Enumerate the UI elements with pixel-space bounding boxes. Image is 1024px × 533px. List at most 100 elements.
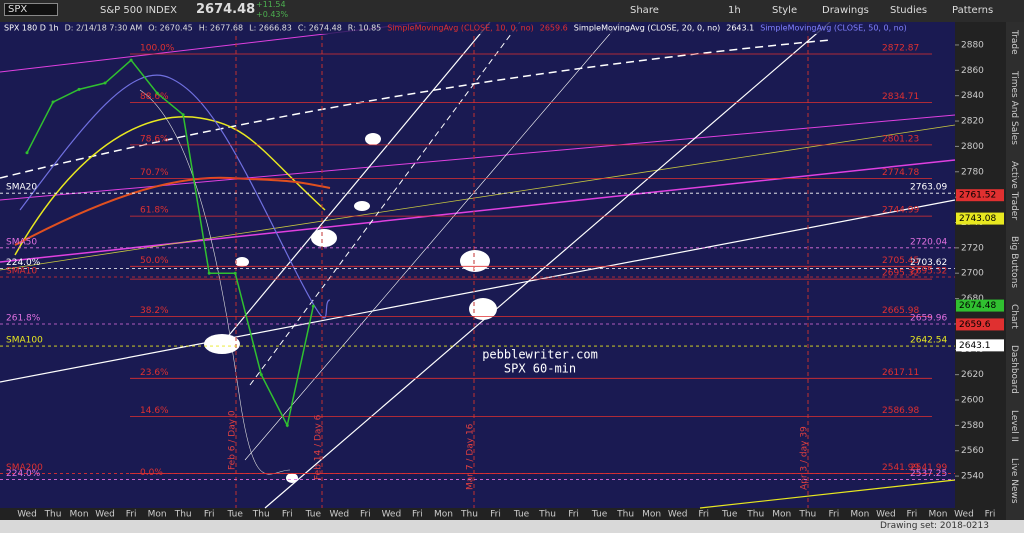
y-tick-label: 2580 <box>961 421 984 431</box>
watermark: SPX 60-min <box>504 362 576 376</box>
fib-name-label: 38.2% <box>140 306 169 316</box>
price-point <box>311 304 315 308</box>
trendline <box>244 22 621 461</box>
fib-value-label: 2586.98 <box>882 406 919 416</box>
y-tick-label: 2720 <box>961 243 984 253</box>
drawings-button[interactable]: Drawings <box>822 5 869 16</box>
time-annotation: Mar 7 / Day 16 <box>466 423 476 490</box>
fib-value-label: 2617.11 <box>882 368 919 378</box>
price-line <box>26 59 315 428</box>
x-tick-label: Fri <box>490 510 501 520</box>
trendlines <box>0 22 956 509</box>
x-tick-label: Fri <box>907 510 918 520</box>
trendline <box>0 159 956 263</box>
x-tick-label: Wed <box>330 510 350 520</box>
ma-value-label: 2537.25 <box>910 469 947 479</box>
ma-value-label: 2642.54 <box>910 336 947 346</box>
x-tick-label: Mon <box>70 510 89 520</box>
ma-name-label: SMA50 <box>6 237 37 247</box>
fib-value-label: 2774.78 <box>882 168 919 178</box>
y-tick-label: 2840 <box>961 91 984 101</box>
x-tick-label: Tue <box>227 510 244 520</box>
price-tag-label: 2659.6 <box>959 320 991 330</box>
marker <box>235 257 249 267</box>
legend-item: 2659.6 <box>540 24 568 33</box>
sidebar-tab[interactable]: Chart <box>1009 304 1019 329</box>
last-price: 2674.48 <box>196 2 256 17</box>
symbol-box[interactable]: SPX <box>4 3 59 16</box>
ma-name-label: SMA200 <box>6 463 43 473</box>
legend-item: H: 2677.68 <box>199 24 243 33</box>
x-tick-label: Thu <box>616 510 634 520</box>
trendline <box>224 22 491 341</box>
time-annotation: Feb 6 / Day 0 <box>228 410 238 470</box>
sidebar-tab[interactable]: Live News <box>1009 458 1019 504</box>
sma-curve <box>19 74 331 319</box>
time-axis-background <box>0 508 955 520</box>
y-tick-label: 2800 <box>961 142 984 152</box>
x-tick-label: Mon <box>772 510 791 520</box>
style-button[interactable]: Style <box>772 5 798 16</box>
legend-item: D: 2/14/18 7:30 AM <box>65 24 143 33</box>
sma-curve <box>14 116 326 256</box>
sidebar-tab[interactable]: Trade <box>1009 30 1019 55</box>
y-tick-label: 2560 <box>961 446 984 456</box>
price-point <box>77 87 81 91</box>
x-tick-label: Wed <box>95 510 115 520</box>
legend-item: SimpleMovingAvg (CLOSE, 20, 0, no) <box>574 24 721 33</box>
y-tick-label: 2700 <box>961 269 984 279</box>
ma-value-label: 2720.04 <box>910 237 947 247</box>
price-point <box>25 151 29 155</box>
ma-name-label: SMA10 <box>6 267 37 277</box>
trendline <box>699 479 956 509</box>
x-tick-label: Wed <box>668 510 688 520</box>
ma-name-label: 224.0% <box>6 258 41 268</box>
legend-background <box>0 22 955 34</box>
ma-value-label: 2695.32 <box>910 267 947 277</box>
price-point <box>155 91 159 95</box>
fib-name-label: 50.0% <box>140 256 169 266</box>
sidebar-tab[interactable]: Times And Sales <box>1009 71 1019 145</box>
share-button[interactable]: Share <box>630 5 659 16</box>
patterns-button[interactable]: Patterns <box>952 5 994 16</box>
x-tick-label: Thu <box>174 510 192 520</box>
legend-item: SimpleMovingAvg (CLOSE, 50, 0, no) <box>760 24 907 33</box>
x-tick-label: Wed <box>876 510 896 520</box>
fib-value-label: 2744.99 <box>882 206 919 216</box>
legend-item: C: 2674.48 <box>298 24 342 33</box>
fib-value-label: 2541.99 <box>882 463 919 473</box>
x-tick-label: Fri <box>828 510 839 520</box>
sidebar-tab[interactable]: Dashboard <box>1009 345 1019 394</box>
price-point <box>129 58 133 62</box>
legend: SPX 180 D 1h D: 2/14/18 7:30 AM O: 2670.45… <box>0 22 955 34</box>
x-tick-label: Fri <box>698 510 709 520</box>
price-point <box>181 113 185 117</box>
toolbar: SPX S&P 500 INDEX 2674.48 +11.54 +0.43% … <box>0 0 1024 22</box>
price-tag <box>956 189 1004 202</box>
sidebar-tab[interactable]: Level II <box>1009 410 1019 442</box>
sidebar-tab[interactable]: Big Buttons <box>1009 236 1019 289</box>
studies-button[interactable]: Studies <box>890 5 928 16</box>
fib-value-label: 2872.87 <box>882 44 919 54</box>
ma-value-label: 2659.96 <box>910 313 947 323</box>
ma-name-label: 261.8% <box>6 313 41 323</box>
change: +11.54 <box>256 0 286 9</box>
legend-item: SimpleMovingAvg (CLOSE, 10, 0, no) <box>387 24 534 33</box>
drawing-set: Drawing set: 2018-0213 <box>880 521 989 531</box>
x-tick-label: Thu <box>252 510 270 520</box>
ma-value-label: 2763.09 <box>910 183 947 193</box>
fib-name-label: 78.6% <box>140 134 169 144</box>
legend-item: O: 2670.45 <box>148 24 192 33</box>
x-tick-label: Mon <box>850 510 869 520</box>
price-point <box>285 423 289 427</box>
fib-name-label: 61.8% <box>140 206 169 216</box>
sidebar-tab[interactable]: Active Trader <box>1009 161 1019 221</box>
price-tag <box>956 318 1004 331</box>
price-tag <box>956 339 1004 352</box>
x-tick-label: Wed <box>382 510 402 520</box>
y-tick-label: 2620 <box>961 370 984 380</box>
price-axis-background <box>955 22 1006 520</box>
legend-item: 2643.1 <box>726 24 754 33</box>
interval-button[interactable]: 1h <box>728 5 741 16</box>
